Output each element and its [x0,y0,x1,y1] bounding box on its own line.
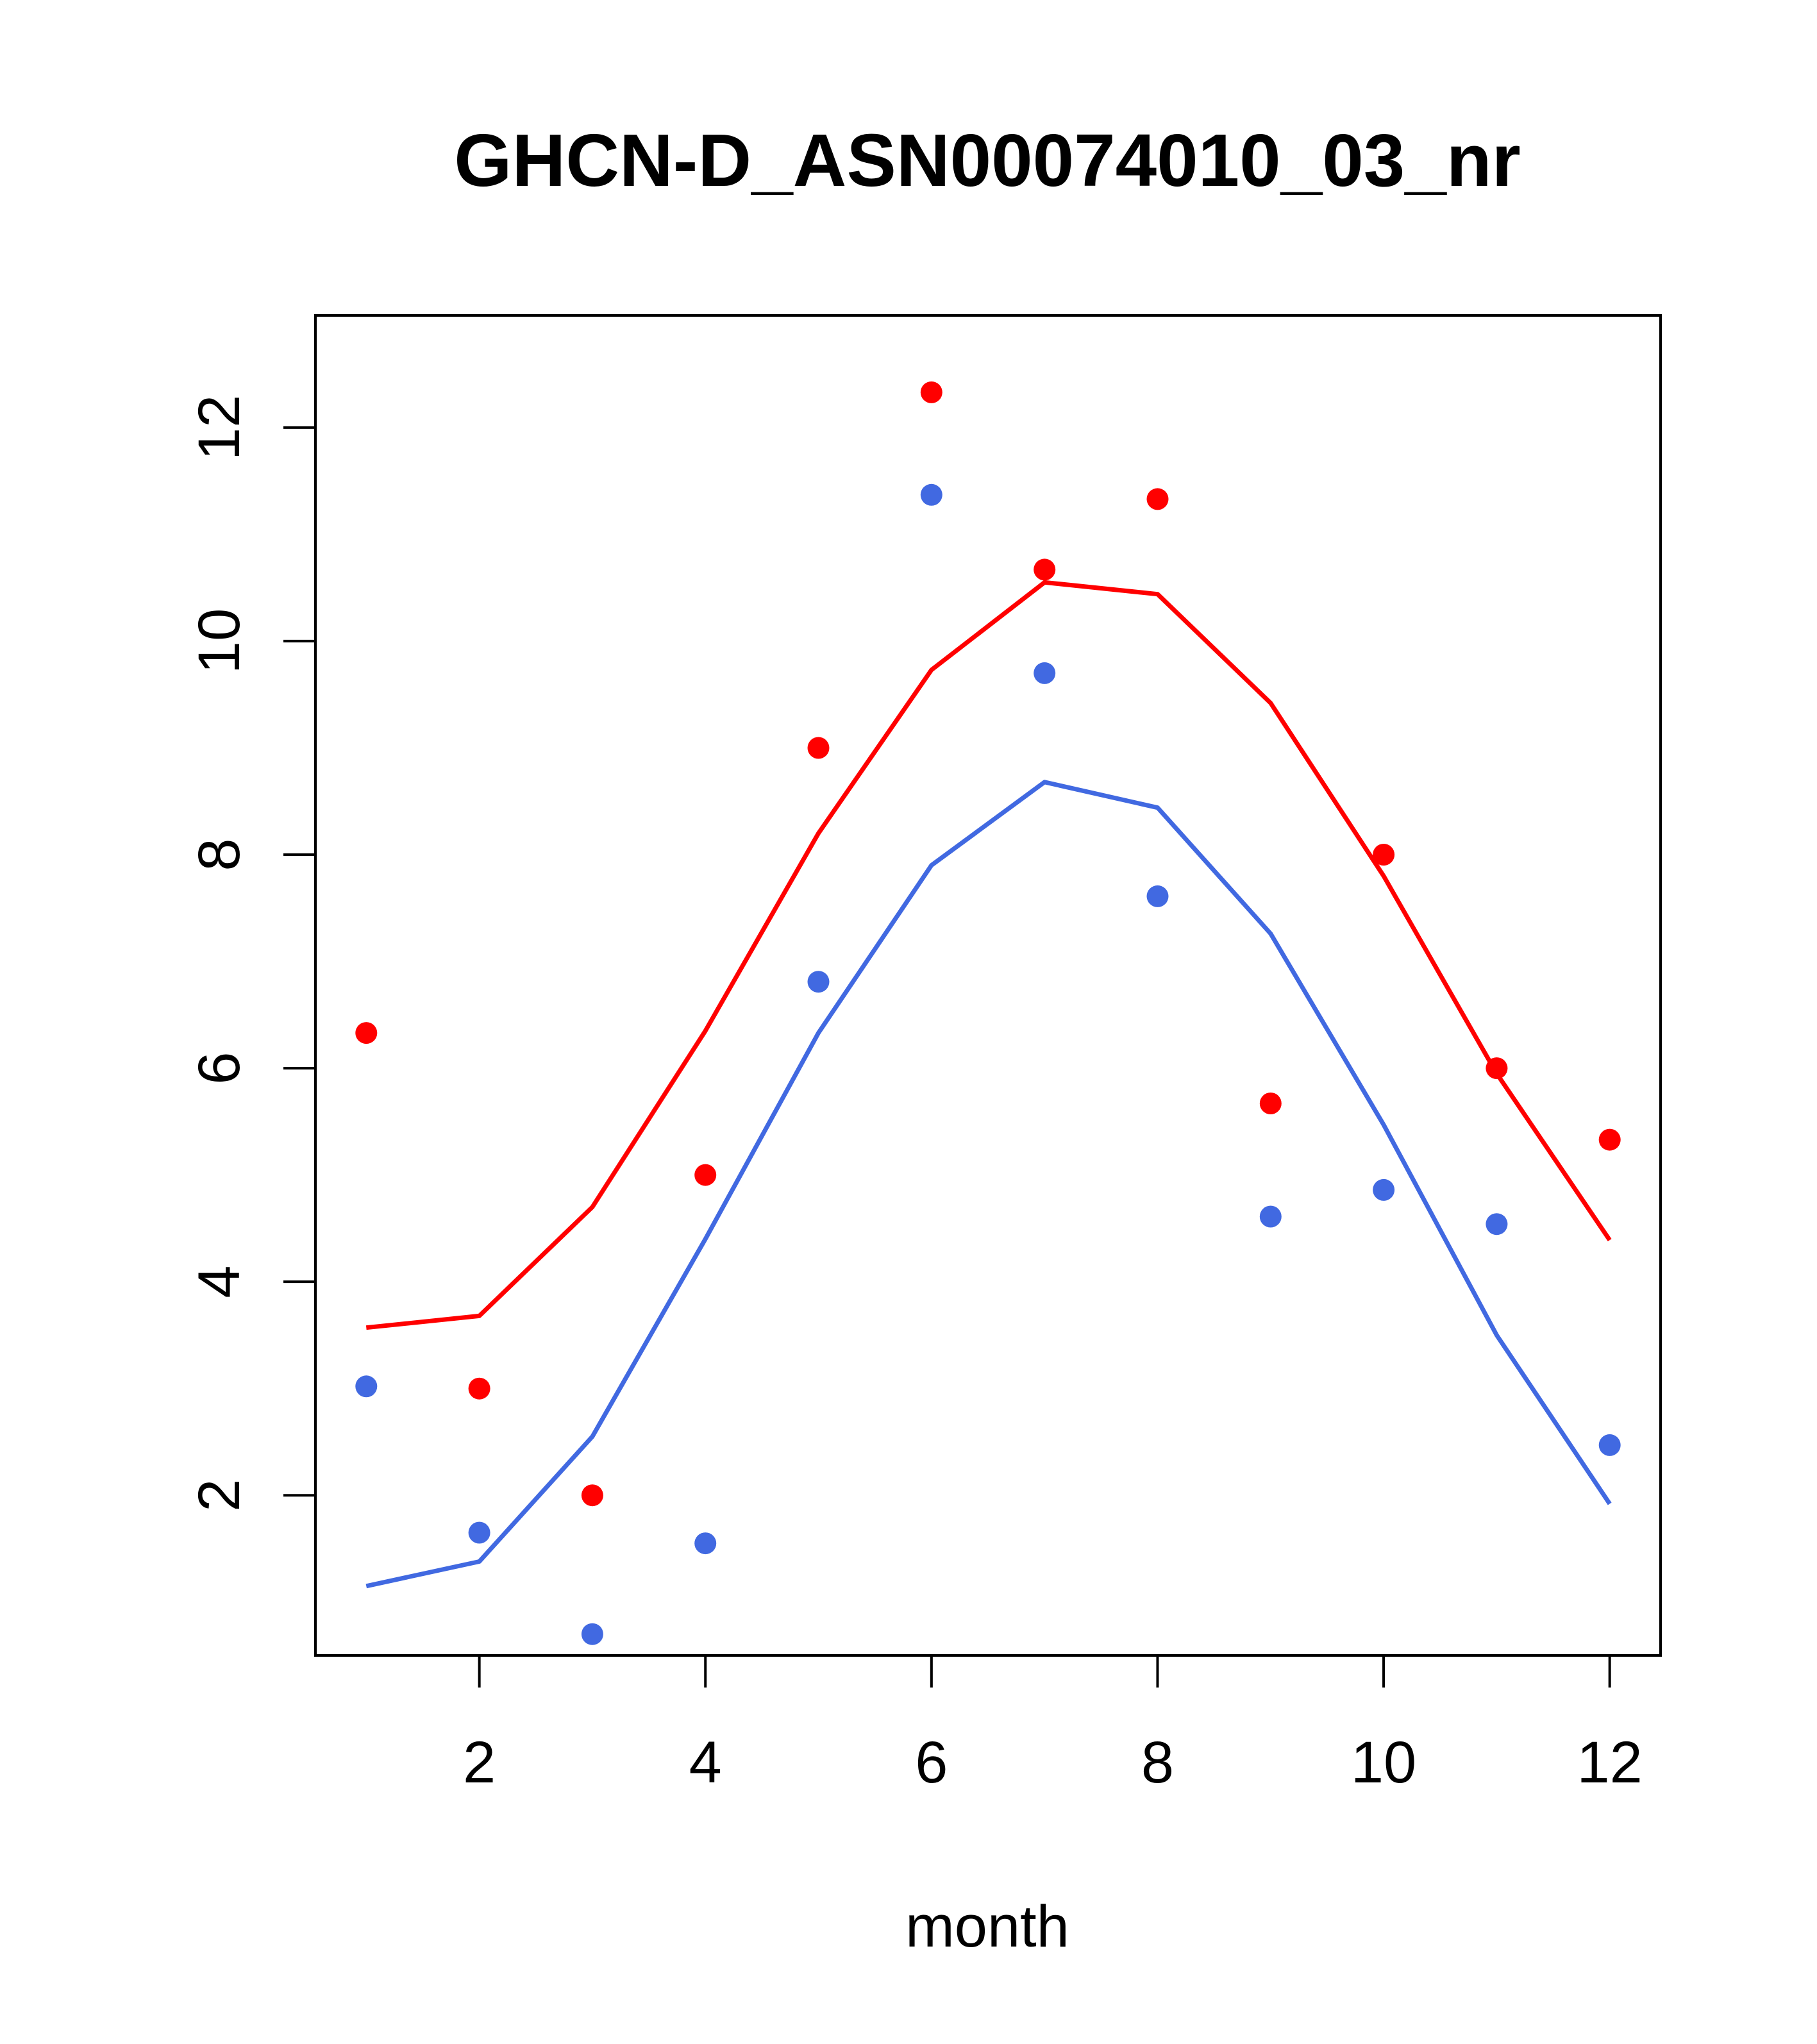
y-tick-label: 6 [187,1051,252,1084]
series-1-point [1373,1178,1395,1201]
series-0-point [1373,844,1395,866]
plot-frame [314,314,1662,1657]
y-tick-label: 2 [187,1479,252,1512]
series-0-point [581,1484,603,1507]
series-1-point [1486,1213,1508,1236]
series-0-point [1034,558,1056,581]
series-0-point [1486,1057,1508,1080]
series-1-point [807,971,830,993]
y-tick-label: 10 [187,608,252,674]
series-1-line [365,780,1612,1589]
series-1-point [355,1375,378,1398]
x-tick-label: 2 [463,1730,496,1795]
series-0-point [1598,1128,1621,1151]
y-axis: 2 4 6 8 10 12 [187,395,317,1512]
series-1-point [468,1521,490,1544]
series-1-point [1034,662,1056,684]
x-tick-label: 4 [689,1730,722,1795]
series-0-point [355,1022,378,1044]
series-0-point [1259,1093,1282,1114]
series-1-point [694,1532,717,1555]
plot-area [355,381,1621,1645]
y-tick-label: 4 [187,1266,252,1298]
series-0-point [1146,488,1169,510]
x-tick-label: 6 [915,1730,948,1795]
chart-title: GHCN-D_ASN00074010_03_nr [454,119,1521,202]
series-0-point [920,381,942,403]
series-1-point [581,1623,603,1645]
x-tick-label: 10 [1351,1730,1416,1795]
y-tick-label: 12 [187,395,252,460]
series-1-point [1598,1434,1621,1456]
series-0-line [365,580,1612,1330]
series-1-point [1146,885,1169,907]
series-0-point [694,1164,717,1186]
x-axis-label: month [905,1894,1069,1959]
x-tick-label: 12 [1577,1730,1642,1795]
series-0-point [468,1377,490,1400]
y-tick-label: 8 [187,838,252,871]
x-axis: 2 4 6 8 10 12 [463,1654,1643,1795]
series-1-point [920,483,942,506]
series-0-point [807,737,830,759]
series-1-point [1259,1205,1282,1228]
x-tick-label: 8 [1141,1730,1174,1795]
